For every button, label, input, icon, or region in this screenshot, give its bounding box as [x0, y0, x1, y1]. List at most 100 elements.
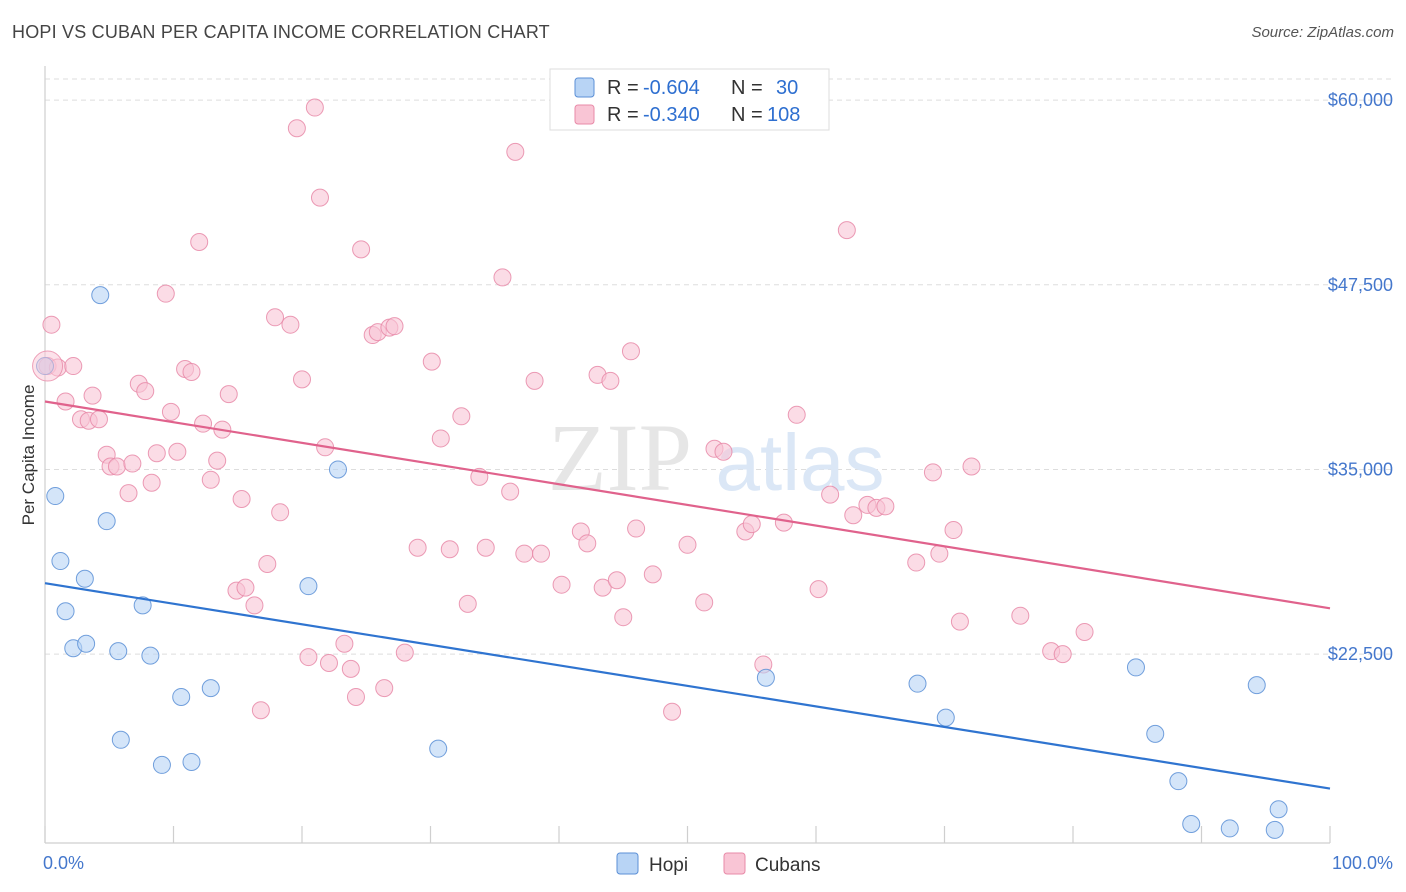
cuban-point [42, 315, 61, 334]
cuban-point [515, 544, 534, 563]
cuban-point [844, 506, 863, 525]
cuban-point [930, 544, 949, 563]
cuban-point [907, 553, 926, 572]
legend-r-label-2: R = [607, 104, 639, 126]
hopi-point [97, 512, 116, 531]
cuban-point [452, 407, 471, 426]
y-tick-label: $35,000 [1328, 459, 1393, 479]
hopi-point [756, 668, 775, 687]
cuban-point [341, 659, 360, 678]
cuban-point [621, 342, 640, 361]
hopi-point [1169, 772, 1188, 791]
hopi-point [908, 674, 927, 693]
cuban-point [440, 540, 459, 559]
hopi-point [77, 634, 96, 653]
cuban-point [201, 470, 220, 489]
hopi-point [91, 286, 110, 305]
cuban-point [1011, 606, 1030, 625]
tick-labels: $22,500 $35,000 $47,500 $60,000 0.0% 100.0% [43, 90, 1393, 873]
cuban-point [695, 593, 714, 612]
y-axis-title: Per Capita Income [19, 385, 38, 526]
cuban-point [552, 575, 571, 594]
cuban-point [809, 580, 828, 599]
cuban-point [335, 634, 354, 653]
legend-swatch-cubans [574, 104, 595, 125]
hopi-point [299, 577, 318, 596]
cuban-point [493, 268, 512, 287]
hopi-point [1146, 724, 1165, 743]
cuban-point [525, 371, 544, 390]
bottom-legend-swatch-cubans [723, 852, 746, 875]
cuban-point [190, 232, 209, 251]
cuban-point [501, 482, 520, 501]
cuban-point [245, 596, 264, 615]
cuban-point [107, 457, 126, 476]
cuban-point [182, 362, 201, 381]
y-tick-label: $22,500 [1328, 644, 1393, 664]
top-legend: R = -0.604 N = 30 R = -0.340 N = 108 [549, 68, 830, 131]
cuban-point [266, 308, 285, 327]
cuban-point [346, 687, 365, 706]
cuban-point [156, 284, 175, 303]
legend-swatch-hopi [574, 77, 595, 98]
chart-title: HOPI VS CUBAN PER CAPITA INCOME CORRELAT… [12, 22, 550, 42]
legend-n-value-2: 108 [767, 104, 800, 126]
chart-source: Source: ZipAtlas.com [1251, 24, 1394, 41]
cuban-trend-line [44, 400, 1331, 610]
cuban-point [271, 503, 290, 522]
cuban-point [168, 442, 187, 461]
legend-r-label-1: R = [607, 77, 639, 99]
cuban-point [1053, 645, 1072, 664]
cuban-point [32, 350, 64, 382]
cuban-point [821, 485, 840, 504]
legend-n-label-1: N = [731, 77, 763, 99]
cuban-point [476, 538, 495, 557]
cuban-point [431, 429, 450, 448]
cuban-point [395, 643, 414, 662]
cuban-point [627, 519, 646, 538]
cuban-point [1075, 622, 1094, 641]
bottom-legend: Hopi Cubans [616, 852, 821, 876]
cuban-point [258, 555, 277, 574]
cuban-point [83, 386, 102, 405]
cuban-point [136, 382, 155, 401]
hopi-point [152, 755, 171, 774]
cuban-point [458, 594, 477, 613]
trend-lines [44, 400, 1331, 790]
cuban-point [161, 402, 180, 421]
x-tick-label: 100.0% [1332, 853, 1393, 873]
cuban-point [663, 702, 682, 721]
cuban-point [601, 371, 620, 390]
legend-n-value-1: 30 [776, 77, 798, 99]
cuban-point [219, 385, 238, 404]
hopi-trend-line [44, 582, 1331, 790]
cuban-point [236, 578, 255, 597]
cuban-point [305, 98, 324, 117]
hopi-point [109, 642, 128, 661]
cuban-point [643, 565, 662, 584]
cuban-point [876, 497, 895, 516]
bottom-legend-label-cubans: Cubans [755, 855, 821, 876]
cuban-point [194, 414, 213, 433]
cuban-point [614, 608, 633, 627]
cuban-point [89, 410, 108, 429]
cuban-point [422, 352, 441, 371]
cuban-point [962, 457, 981, 476]
hopi-point [1220, 819, 1239, 838]
cuban-point [287, 119, 306, 138]
cuban-point [578, 534, 597, 553]
cuban-point [319, 653, 338, 672]
cuban-point [408, 538, 427, 557]
cuban-point [142, 473, 161, 492]
cuban-point [56, 392, 75, 411]
hopi-point [1265, 820, 1284, 839]
watermark-atlas: atlas [716, 418, 885, 507]
hopi-point [1247, 676, 1266, 695]
gridlines [45, 78, 1395, 655]
cuban-point [532, 544, 551, 563]
hopi-point [328, 460, 347, 479]
cuban-point [593, 578, 612, 597]
hopi-point [1269, 800, 1288, 819]
cuban-point [774, 513, 793, 532]
y-tick-label: $60,000 [1328, 90, 1393, 110]
